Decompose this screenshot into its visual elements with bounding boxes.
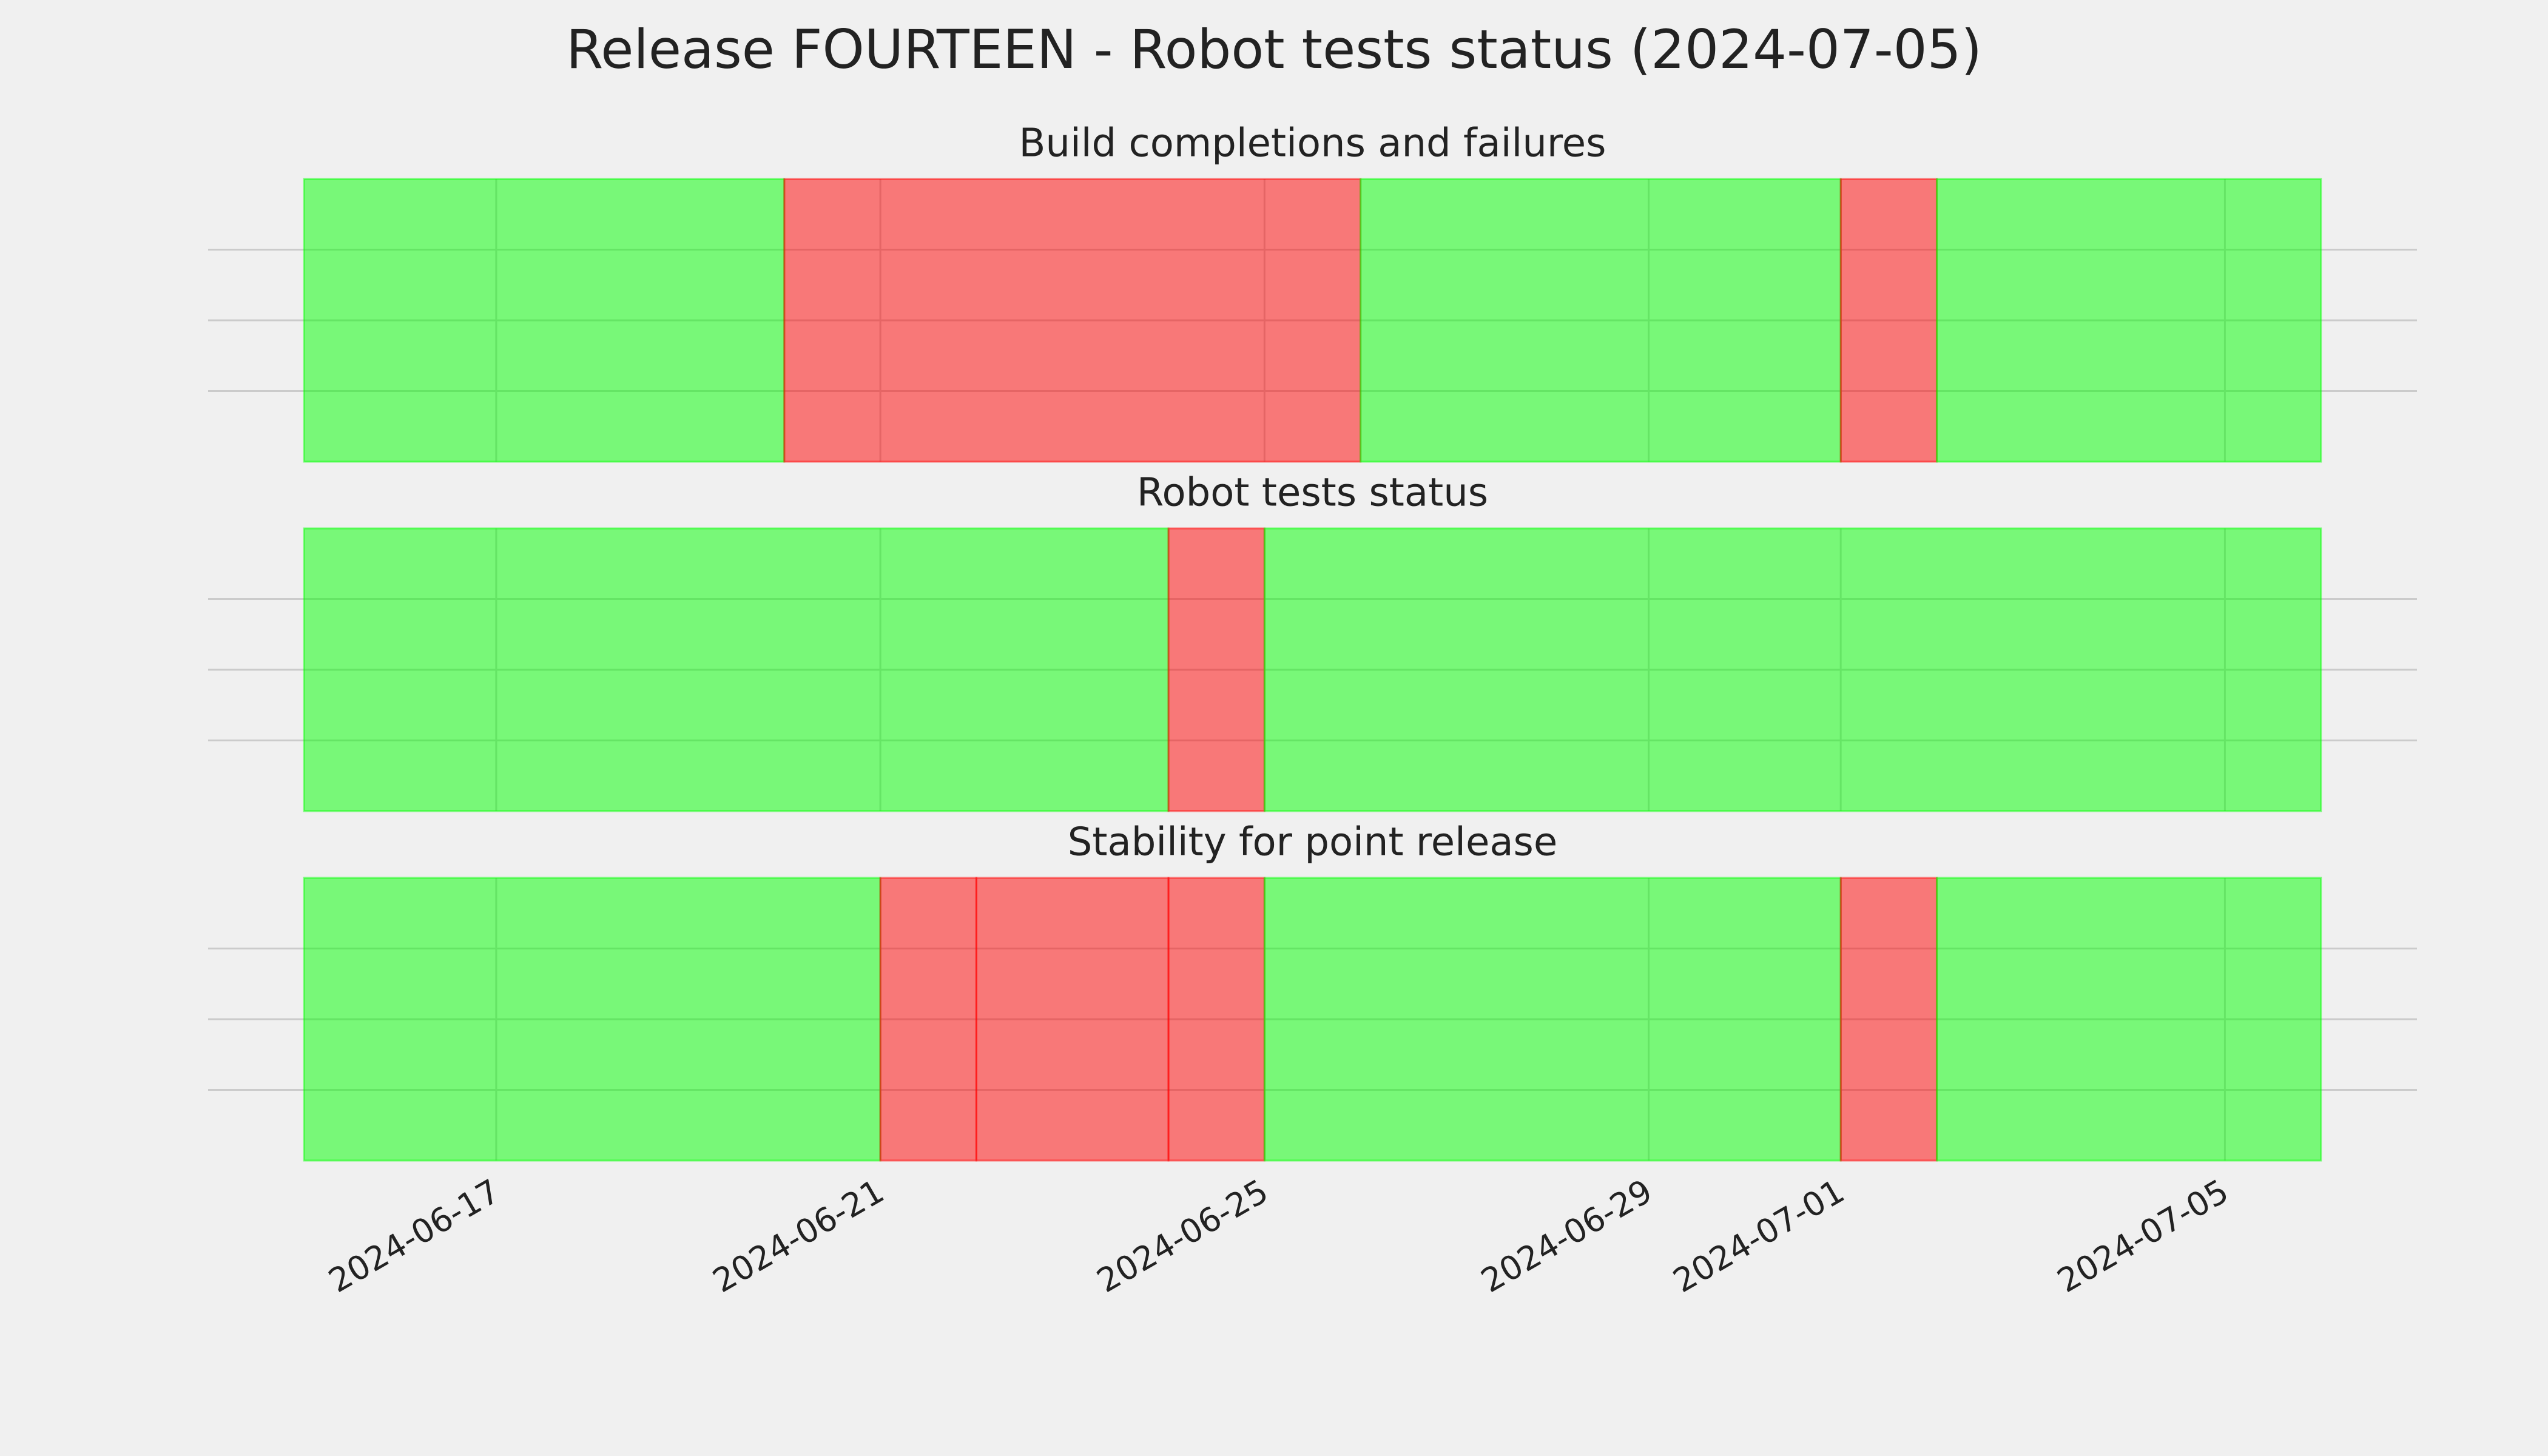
status-span [303, 178, 786, 463]
status-span [1839, 178, 1938, 463]
status-span [879, 877, 977, 1162]
status-span [783, 178, 1362, 463]
status-span [1935, 178, 2322, 463]
status-span [1935, 877, 2322, 1162]
subplot-title: Robot tests status [1137, 471, 1488, 516]
status-span [303, 527, 1170, 812]
subplot-title: Build completions and failures [1019, 121, 1606, 166]
status-span [975, 877, 1170, 1162]
chart-title: Release FOURTEEN - Robot tests status (2… [566, 18, 1982, 81]
status-span [303, 877, 881, 1162]
status-span [1263, 877, 1842, 1162]
subplot-title: Stability for point release [1068, 820, 1558, 865]
status-span [1167, 527, 1266, 812]
status-span [1360, 178, 1842, 463]
status-span [1263, 527, 2322, 812]
status-span [1167, 877, 1266, 1162]
status-span [1839, 877, 1938, 1162]
